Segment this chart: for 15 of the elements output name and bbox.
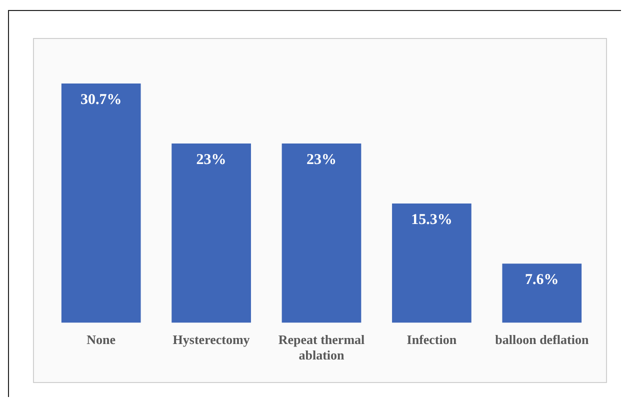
data-label: 7.6% xyxy=(525,272,559,288)
data-label: 30.7% xyxy=(80,92,122,108)
bar xyxy=(502,264,582,323)
bar xyxy=(392,204,472,323)
data-label: 23% xyxy=(196,152,226,168)
bar xyxy=(282,144,362,323)
bar xyxy=(61,84,141,323)
x-tick-label: Infection xyxy=(406,332,458,347)
x-tick-label: Repeat thermal ablation xyxy=(278,332,366,363)
x-tick-label: Hysterectomy xyxy=(172,332,250,347)
data-label: 15.3% xyxy=(411,212,452,228)
bar xyxy=(172,144,251,323)
x-tick-label: balloon deflation xyxy=(495,332,590,347)
x-tick-label: None xyxy=(86,332,116,347)
data-label: 23% xyxy=(306,152,336,168)
